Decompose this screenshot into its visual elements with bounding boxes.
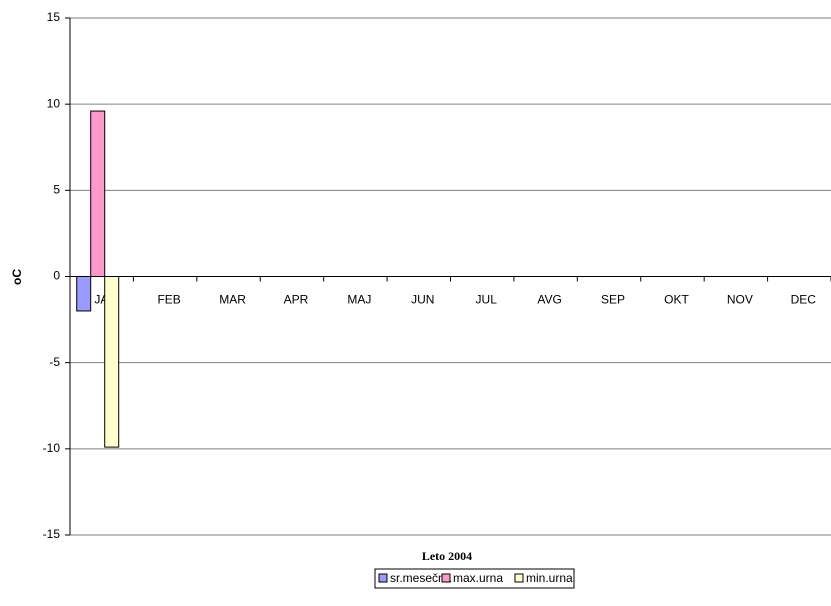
- x-tick-label: OKT: [664, 293, 689, 307]
- x-tick-label: APR: [284, 293, 309, 307]
- y-tick-label: 5: [53, 183, 60, 197]
- bar: [104, 276, 120, 448]
- legend-swatch: [514, 573, 524, 583]
- y-tick-label: 15: [47, 10, 61, 24]
- x-tick-label: JUL: [476, 293, 498, 307]
- legend-swatch: [441, 573, 451, 583]
- x-tick-label: NOV: [727, 293, 753, 307]
- x-axis-title: Leto 2004: [422, 549, 472, 563]
- y-tick-label: -5: [49, 355, 60, 369]
- x-tick-label: SEP: [601, 293, 625, 307]
- legend-swatch: [378, 573, 388, 583]
- bar: [90, 110, 106, 277]
- legend-label: sr.mesečna: [390, 571, 452, 585]
- y-tick-label: -10: [43, 441, 61, 455]
- y-tick-label: 0: [53, 269, 60, 283]
- x-tick-label: AVG: [537, 293, 561, 307]
- x-tick-label: DEC: [791, 293, 817, 307]
- y-axis-title: oC: [10, 269, 24, 285]
- y-tick-label: -15: [43, 527, 61, 541]
- x-tick-label: MAR: [219, 293, 246, 307]
- y-tick-label: 10: [47, 96, 61, 110]
- x-tick-label: JUN: [411, 293, 434, 307]
- legend-label: min.urna: [526, 571, 573, 585]
- x-tick-label: FEB: [157, 293, 180, 307]
- legend-label: max.urna: [453, 571, 503, 585]
- x-tick-label: MAJ: [347, 293, 371, 307]
- legend: [374, 568, 575, 589]
- bar: [76, 276, 92, 312]
